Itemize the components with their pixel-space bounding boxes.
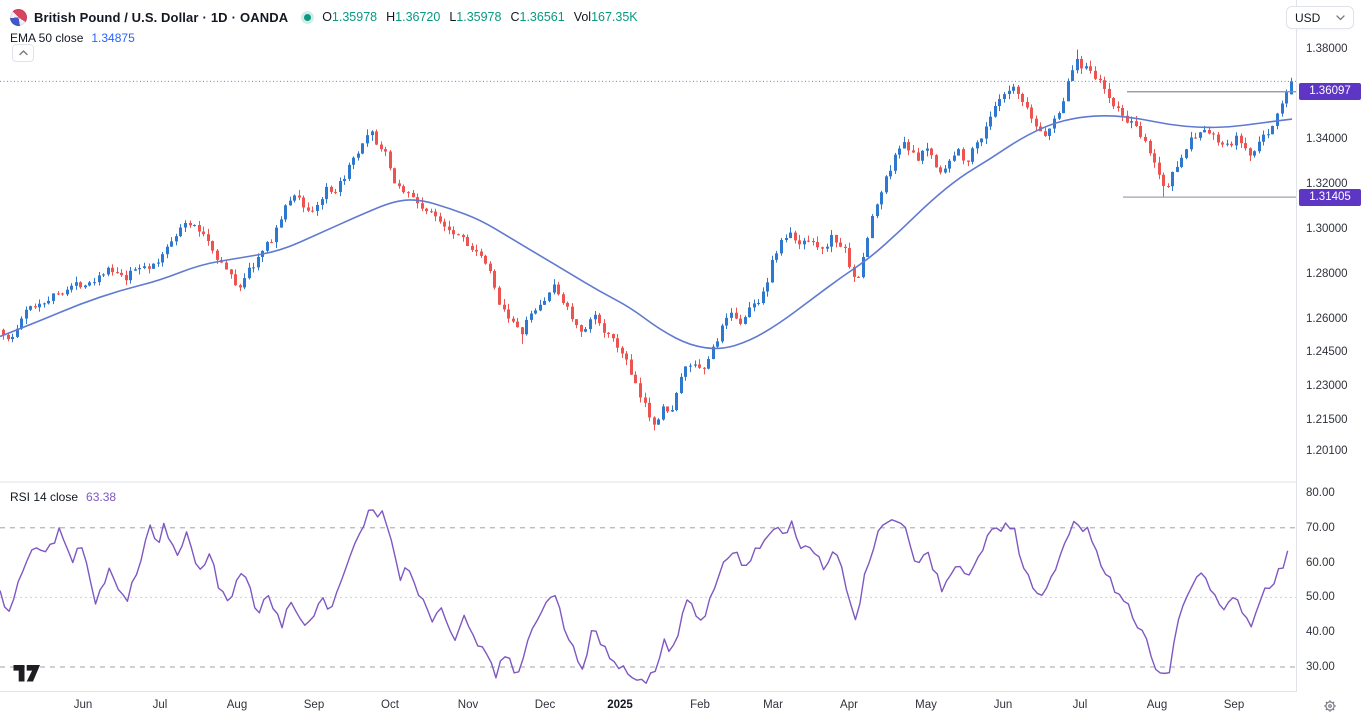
chart-legend: British Pound / U.S. Dollar · 1D · OANDA…	[10, 7, 647, 47]
collapse-legend-button[interactable]	[12, 44, 34, 62]
time-axis-label: Mar	[763, 699, 783, 711]
price-axis-label: 1.32000	[1306, 177, 1348, 190]
price-axis-label: 1.20100	[1306, 445, 1348, 458]
market-status-icon	[304, 13, 312, 21]
symbol-title[interactable]: British Pound / U.S. Dollar	[34, 9, 199, 25]
ema-indicator-value: 1.34875	[91, 31, 135, 45]
chevron-down-icon	[1336, 14, 1345, 20]
rsi-axis-label: 60.00	[1306, 556, 1335, 569]
price-axis-label: 1.30000	[1306, 222, 1348, 235]
tradingview-logo[interactable]	[13, 665, 41, 687]
time-scale[interactable]: Jun Jul Aug Sep Oct Nov Dec 2025 Feb Mar Apr May Jun…	[0, 692, 1297, 719]
price-axis-label: 1.23000	[1306, 379, 1348, 392]
rsi-axis-label: 80.00	[1306, 487, 1335, 499]
price-axis-label: 1.28000	[1306, 267, 1348, 280]
price-level-badge: 1.36097	[1299, 83, 1361, 101]
low-value: 1.35978	[456, 10, 502, 24]
price-scale[interactable]: 1.36097 1.31405 1.38000 1.34000 1.32000 1.3…	[1297, 0, 1366, 719]
separator-dot: ·	[231, 9, 237, 25]
time-axis-label: Dec	[534, 699, 556, 711]
time-axis-label: Nov	[457, 699, 479, 711]
ohlc-values: O1.35978 H1.36720 L1.35978 C1.36561 Vol1…	[322, 10, 646, 24]
close-value: 1.36561	[519, 10, 565, 24]
open-label: O	[322, 10, 332, 24]
rsi-legend-row[interactable]: RSI 14 close 63.38	[10, 489, 116, 505]
time-axis-label: Sep	[1223, 699, 1245, 711]
price-axis-label: 1.26000	[1306, 312, 1348, 325]
time-axis-label: Aug	[1146, 699, 1168, 711]
timeframe-label[interactable]: 1D	[210, 9, 228, 25]
rsi-axis-label: 40.00	[1306, 626, 1335, 639]
separator-dot: ·	[202, 9, 207, 25]
rsi-indicator-value: 63.38	[86, 490, 117, 504]
time-axis-label: 2025	[607, 699, 633, 711]
rsi-indicator-label: RSI 14 close	[10, 490, 79, 504]
time-axis-label: Oct	[381, 699, 399, 711]
rsi-axis-label: 50.00	[1306, 591, 1335, 604]
price-axis-label: 1.38000	[1306, 43, 1348, 55]
ema-legend-row[interactable]: EMA 50 close 1.34875	[10, 29, 647, 47]
price-axis-label: 1.34000	[1306, 132, 1348, 145]
price-axis-label: 1.24500	[1306, 346, 1348, 359]
currency-value: USD	[1295, 10, 1321, 25]
chevron-up-icon	[18, 50, 28, 56]
exchange-label[interactable]: OANDA	[240, 9, 289, 25]
rsi-axis-label: 70.00	[1306, 521, 1335, 534]
close-label: C	[510, 10, 520, 24]
low-label: L	[449, 10, 457, 24]
open-value: 1.35978	[331, 10, 378, 24]
time-axis-label: Sep	[303, 699, 325, 711]
price-level-badge: 1.31405	[1299, 188, 1361, 206]
symbol-legend-row[interactable]: British Pound / U.S. Dollar · 1D · OANDA…	[10, 7, 647, 27]
time-axis-label: Apr	[840, 699, 858, 711]
scale-settings-gear-icon[interactable]	[1322, 698, 1338, 714]
volume-value: 167.35K	[591, 10, 638, 24]
high-value: 1.36720	[395, 10, 441, 24]
volume-label: Vol	[573, 10, 592, 24]
time-axis-label: Jul	[1072, 699, 1088, 711]
time-axis-label: Aug	[226, 699, 248, 711]
ema-indicator-label: EMA 50 close	[10, 31, 84, 45]
price-axis-label: 1.21500	[1306, 413, 1348, 426]
rsi-axis-label: 30.00	[1306, 661, 1335, 673]
time-axis-label: Jun	[993, 699, 1013, 711]
time-axis-label: May	[915, 699, 937, 711]
time-axis-label: Feb	[690, 699, 710, 711]
symbol-flag-icon	[10, 8, 27, 26]
time-axis-label: Jun	[73, 699, 93, 711]
currency-dropdown[interactable]: USD	[1286, 6, 1354, 29]
time-axis-label: Jul	[152, 699, 168, 711]
high-label: H	[386, 10, 396, 24]
